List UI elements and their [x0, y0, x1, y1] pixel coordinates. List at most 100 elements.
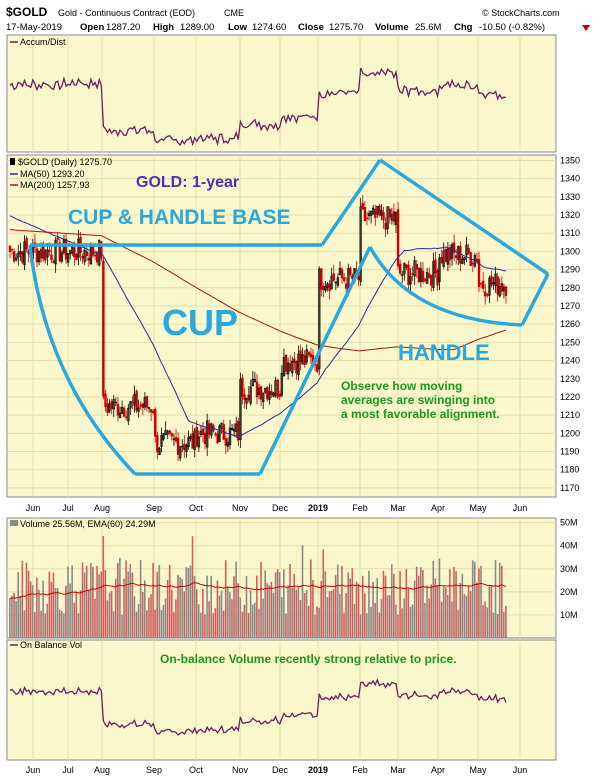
volume-bar	[451, 601, 453, 638]
volume-bar	[492, 612, 495, 638]
volume-bar	[197, 604, 200, 638]
volume-legend-label: Volume 25.56M, EMA(60) 24.29M	[20, 519, 156, 529]
volume-bar	[187, 567, 190, 638]
volume-bar	[139, 560, 142, 638]
ma-note-line-3: a most favorable alignment.	[341, 407, 500, 421]
volume-bar	[104, 570, 107, 638]
volume-bar	[287, 585, 289, 638]
x-tick-label: Sep	[146, 765, 162, 775]
candle-body	[203, 432, 207, 445]
candle-body	[64, 238, 68, 260]
volume-bar	[488, 585, 491, 638]
volume-bar	[233, 576, 235, 638]
ma-note-line-2: averages are swinging into	[341, 393, 495, 407]
candle-body	[500, 283, 504, 292]
volume-bar	[181, 578, 183, 638]
candle-legend-icon	[10, 158, 15, 165]
candle-body	[278, 393, 281, 397]
volume-bar	[482, 605, 484, 638]
low-label: Low	[228, 22, 248, 33]
volume-bar	[168, 564, 171, 638]
volume-bar	[31, 585, 34, 638]
volume-bar	[56, 588, 59, 638]
x-tick-label: Apr	[431, 765, 445, 775]
ma-note-line-1: Observe how moving	[341, 379, 462, 393]
candle-body	[392, 211, 396, 222]
candle-body	[151, 410, 155, 414]
volume-bar	[341, 565, 343, 638]
candle-body	[52, 261, 55, 264]
volume-bar	[114, 578, 117, 638]
volume-bar	[469, 591, 472, 638]
candle-body	[35, 248, 39, 263]
volume-bar	[498, 562, 501, 638]
volume-bar	[137, 603, 140, 638]
candle-body	[340, 269, 344, 279]
volume-bar	[351, 568, 354, 638]
volume-bar	[276, 569, 279, 638]
handle-top-line	[379, 158, 549, 276]
volume-bar	[52, 572, 55, 638]
volume-bar	[160, 609, 163, 638]
volume-bar	[50, 582, 53, 638]
volume-bar	[376, 577, 379, 638]
volume-bar	[266, 583, 269, 638]
volume-bar	[274, 572, 277, 638]
volume-bar	[150, 594, 152, 638]
volume-bar	[446, 594, 449, 638]
volume-bar	[258, 608, 260, 638]
volume-bar	[436, 585, 439, 638]
volume-y-tick: 50M	[560, 518, 578, 528]
candle-body	[486, 294, 489, 296]
volume-bar	[424, 602, 426, 638]
volume-bar	[320, 581, 322, 638]
candle-body	[93, 254, 97, 257]
candle-body	[141, 403, 145, 408]
volume-bar	[164, 598, 167, 638]
y-axis: 1170 1180 1190 1200 1210 1220 1230 1240 1250 1260…	[560, 155, 580, 619]
candle-body	[430, 274, 433, 286]
volume-bar	[382, 570, 385, 638]
candle-body	[145, 396, 149, 408]
handle-right-edge	[520, 273, 550, 326]
x-tick-label: May	[469, 765, 487, 775]
volume-bar	[85, 565, 88, 638]
volume-bar	[390, 564, 393, 638]
volume-bar	[177, 574, 179, 638]
volume-bar	[251, 604, 254, 638]
volume-bar	[185, 567, 188, 638]
volume-bar	[336, 564, 339, 638]
volume-bar	[461, 573, 464, 638]
x-tick-label: Dec	[272, 503, 289, 513]
candle-body	[378, 205, 381, 216]
volume-bar	[353, 603, 356, 638]
volume-bar	[229, 592, 231, 638]
candle-body	[315, 364, 319, 372]
volume-bar	[92, 566, 94, 638]
candle-body	[160, 435, 163, 447]
volume-bar	[272, 592, 275, 638]
candle-body	[168, 430, 171, 434]
volume-bar	[280, 597, 283, 638]
volume-bar	[170, 589, 173, 638]
candle-body	[149, 409, 153, 413]
candle-body	[295, 361, 298, 374]
volume-bar	[69, 583, 71, 638]
volume-bar	[210, 575, 213, 638]
volume-bar	[127, 571, 129, 638]
candle-body	[218, 425, 221, 442]
candle-body	[291, 360, 294, 374]
candle-body	[318, 268, 321, 370]
volume-bar	[173, 612, 175, 638]
candle-body	[280, 372, 284, 396]
candle-body	[349, 267, 352, 275]
volume-bar	[399, 571, 401, 638]
volume-bar	[67, 566, 69, 638]
volume-bar	[25, 562, 28, 638]
volume-bar	[303, 592, 306, 638]
volume-bar	[434, 578, 437, 638]
volume-bar	[237, 583, 239, 638]
obv-note: On-balance Volume recently strong relati…	[160, 652, 457, 666]
candle-body	[44, 249, 47, 261]
candle-body	[490, 276, 493, 286]
